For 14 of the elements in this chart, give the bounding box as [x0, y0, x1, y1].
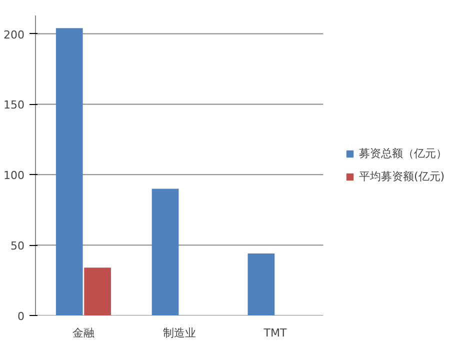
y-tick-label: 0	[18, 310, 24, 323]
x-tick-label: TMT	[262, 326, 288, 340]
legend-label: 平均募资额(亿元)	[359, 169, 445, 184]
x-tick-label: 金融	[72, 326, 94, 340]
y-tick-label: 50	[10, 240, 25, 253]
bar	[56, 28, 83, 316]
x-tick-label: 制造业	[162, 326, 196, 340]
bar	[152, 188, 179, 316]
y-tick-label: 100	[4, 169, 25, 182]
legend-label: 募资总额（亿元）	[359, 146, 447, 161]
bar	[248, 254, 275, 316]
y-tick-label: 200	[4, 28, 25, 42]
y-tick-label: 150	[4, 98, 25, 112]
bar	[84, 268, 111, 316]
